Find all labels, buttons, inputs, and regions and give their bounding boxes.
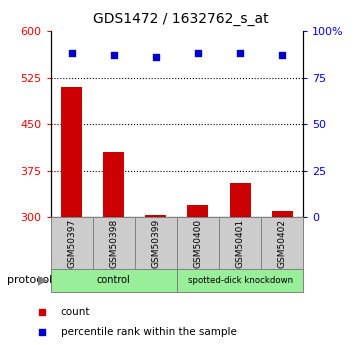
Bar bbox=[51, 269, 177, 292]
Point bbox=[111, 52, 117, 58]
Bar bbox=[261, 217, 303, 269]
Text: count: count bbox=[61, 307, 90, 317]
Point bbox=[279, 52, 285, 58]
Text: control: control bbox=[97, 275, 131, 285]
Text: ▶: ▶ bbox=[38, 274, 47, 287]
Bar bbox=[177, 269, 303, 292]
Bar bbox=[93, 217, 135, 269]
Text: GDS1472 / 1632762_s_at: GDS1472 / 1632762_s_at bbox=[93, 12, 268, 26]
Bar bbox=[103, 152, 124, 217]
Text: GSM50398: GSM50398 bbox=[109, 219, 118, 268]
Bar bbox=[271, 211, 293, 217]
Point bbox=[195, 51, 201, 56]
Text: spotted-dick knockdown: spotted-dick knockdown bbox=[187, 276, 293, 285]
Text: GSM50401: GSM50401 bbox=[236, 219, 244, 268]
Text: percentile rank within the sample: percentile rank within the sample bbox=[61, 327, 236, 337]
Text: protocol: protocol bbox=[7, 275, 52, 285]
Point bbox=[237, 51, 243, 56]
Text: GSM50399: GSM50399 bbox=[151, 219, 160, 268]
Text: GSM50402: GSM50402 bbox=[278, 219, 287, 268]
Bar bbox=[145, 216, 166, 217]
Bar bbox=[51, 217, 93, 269]
Point bbox=[300, 47, 306, 53]
Bar bbox=[230, 183, 251, 217]
Point bbox=[153, 55, 159, 60]
Bar bbox=[177, 217, 219, 269]
Bar bbox=[61, 87, 82, 217]
Text: GSM50397: GSM50397 bbox=[67, 219, 76, 268]
Bar bbox=[135, 217, 177, 269]
Point bbox=[69, 51, 74, 56]
Text: GSM50400: GSM50400 bbox=[193, 219, 203, 268]
Point bbox=[300, 235, 306, 241]
Bar bbox=[187, 205, 208, 217]
Bar bbox=[219, 217, 261, 269]
